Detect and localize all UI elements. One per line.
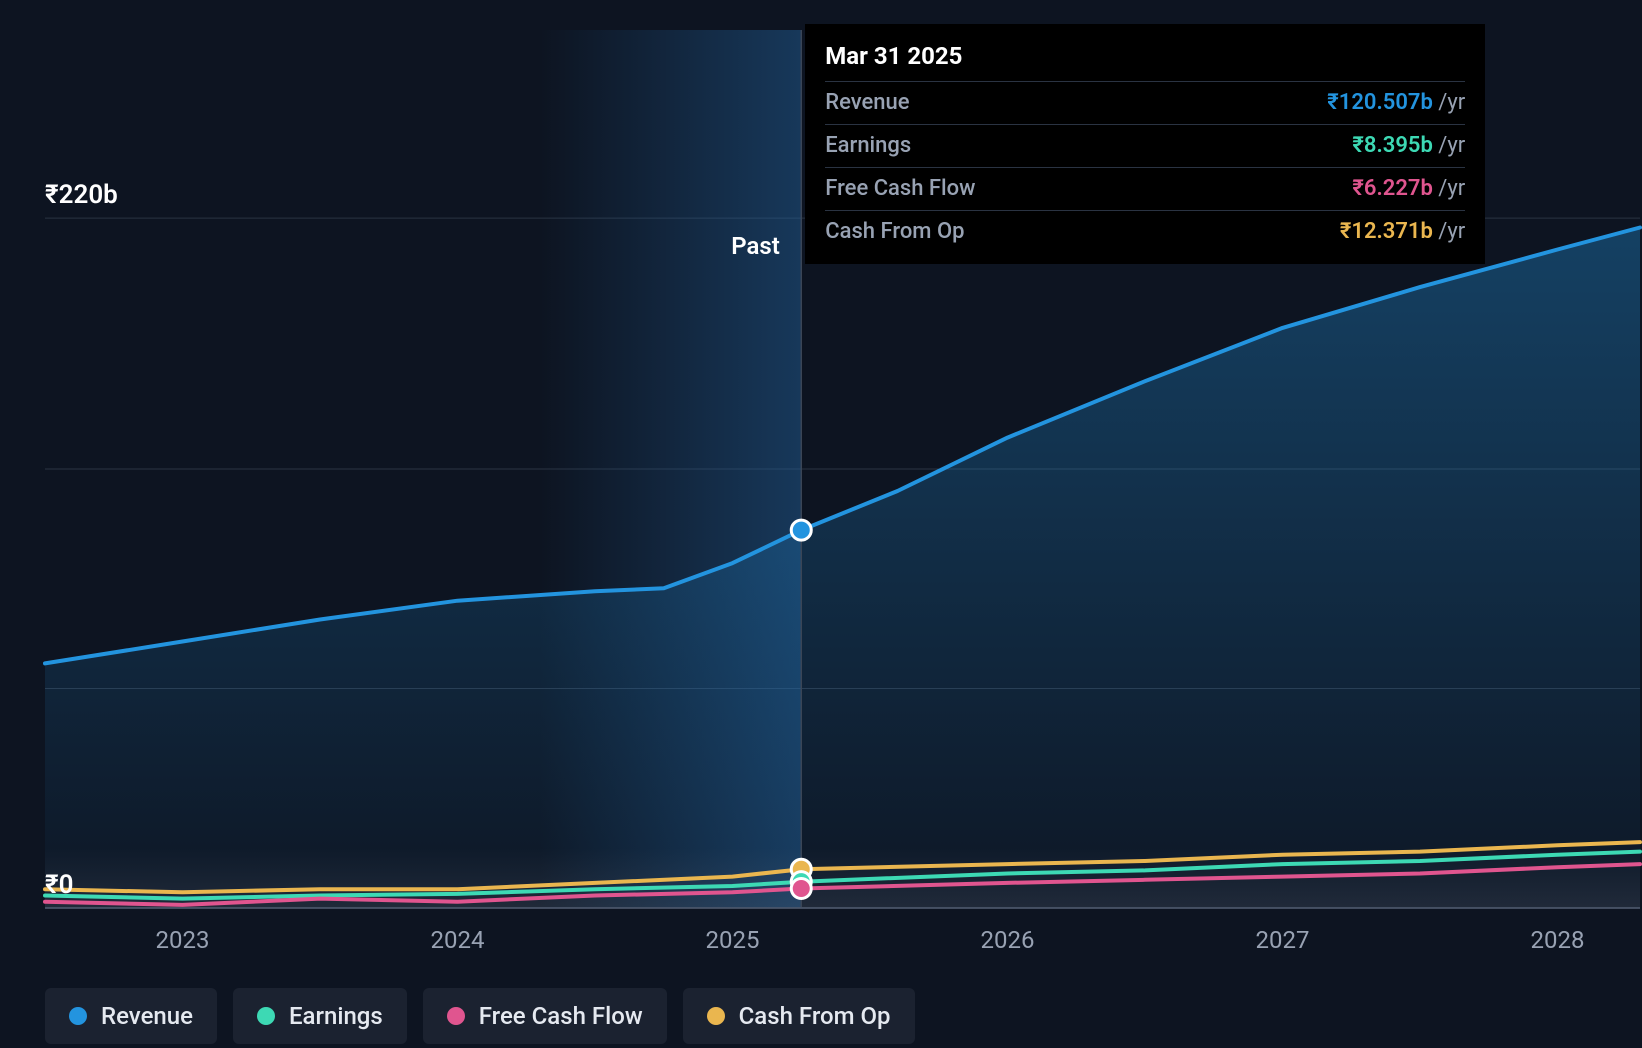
legend-item-revenue[interactable]: Revenue	[45, 988, 217, 1044]
tooltip-row: Earnings ₹8.395b /yr	[825, 124, 1465, 167]
legend-item-earnings[interactable]: Earnings	[233, 988, 407, 1044]
x-tick-label: 2025	[706, 926, 760, 954]
legend-label: Revenue	[101, 1002, 193, 1030]
legend-swatch	[257, 1007, 275, 1025]
legend-swatch	[707, 1007, 725, 1025]
financials-chart: ₹0₹220b 202320242025202620272028 Past An…	[0, 0, 1642, 1048]
tooltip-row-label: Free Cash Flow	[825, 172, 975, 206]
tooltip-row: Revenue ₹120.507b /yr	[825, 81, 1465, 124]
tooltip-row: Free Cash Flow ₹6.227b /yr	[825, 167, 1465, 210]
tooltip-row-label: Revenue	[825, 86, 909, 120]
legend-label: Free Cash Flow	[479, 1002, 643, 1030]
past-label: Past	[731, 232, 780, 260]
revenue-marker	[791, 520, 811, 540]
hover-tooltip: Mar 31 2025 Revenue ₹120.507b /yr Earnings…	[805, 24, 1485, 264]
tooltip-row-value: ₹6.227b /yr	[1352, 172, 1465, 206]
tooltip-row-value: ₹12.371b /yr	[1340, 215, 1465, 249]
x-tick-label: 2027	[1256, 926, 1310, 954]
tooltip-row-label: Cash From Op	[825, 215, 964, 249]
tooltip-row-value: ₹120.507b /yr	[1327, 86, 1465, 120]
tooltip-row-label: Earnings	[825, 129, 911, 163]
x-tick-label: 2024	[431, 926, 485, 954]
series-areas	[45, 228, 1640, 909]
legend: Revenue Earnings Free Cash Flow Cash From O…	[45, 988, 915, 1044]
tooltip-row: Cash From Op ₹12.371b /yr	[825, 210, 1465, 253]
revenue-area	[45, 228, 1640, 909]
legend-swatch	[69, 1007, 87, 1025]
y-tick-label: ₹0	[45, 870, 73, 900]
y-tick-label: ₹220b	[45, 180, 118, 210]
legend-item-free-cash-flow[interactable]: Free Cash Flow	[423, 988, 667, 1044]
legend-item-cash-from-op[interactable]: Cash From Op	[683, 988, 915, 1044]
legend-label: Earnings	[289, 1002, 383, 1030]
x-tick-label: 2026	[981, 926, 1035, 954]
tooltip-date: Mar 31 2025	[825, 38, 1465, 81]
free_cash_flow-marker	[791, 878, 811, 898]
legend-swatch	[447, 1007, 465, 1025]
tooltip-row-value: ₹8.395b /yr	[1352, 129, 1465, 163]
x-tick-label: 2023	[156, 926, 210, 954]
x-tick-label: 2028	[1531, 926, 1585, 954]
legend-label: Cash From Op	[739, 1002, 891, 1030]
